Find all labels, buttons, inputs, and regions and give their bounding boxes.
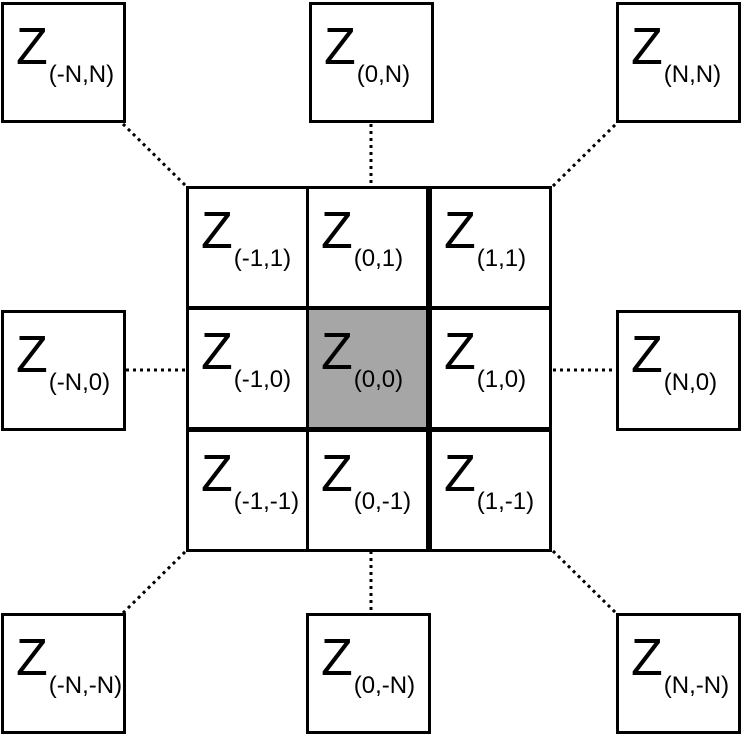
cell-symbol: Z xyxy=(321,202,353,260)
cell-neg-n-0: Z(-N,0) xyxy=(1,310,126,431)
cell-subscript: (-N,0) xyxy=(48,369,111,396)
cell-0-1: Z(0,1) xyxy=(306,186,429,309)
cell-symbol: Z xyxy=(321,629,353,687)
cell-label: Z(0,-1) xyxy=(321,445,411,514)
cell-symbol: Z xyxy=(16,629,48,687)
cell-neg-n-n: Z(-N,N) xyxy=(1,2,126,123)
cell-n-0: Z(N,0) xyxy=(616,310,741,431)
cell-symbol: Z xyxy=(201,323,233,381)
cell-symbol: Z xyxy=(16,18,48,76)
cell-symbol: Z xyxy=(444,323,476,381)
cell-label: Z(N,0) xyxy=(631,326,717,395)
cell-subscript: (0,0) xyxy=(353,366,404,393)
cell-label: Z(0,1) xyxy=(321,202,403,271)
cell-0-0-center: Z(0,0) xyxy=(306,307,429,430)
cell-n-n: Z(N,N) xyxy=(616,2,741,123)
cell-label: Z(-N,-N) xyxy=(16,629,122,698)
cell-0-n: Z(0,N) xyxy=(309,2,434,123)
cell-neg1-0: Z(-1,0) xyxy=(186,307,309,430)
cell-neg1-neg1: Z(-1,-1) xyxy=(186,429,309,552)
cell-label: Z(0,-N) xyxy=(321,629,415,698)
cell-subscript: (0,N) xyxy=(356,61,411,88)
cell-symbol: Z xyxy=(321,323,353,381)
cell-0-neg-n: Z(0,-N) xyxy=(306,613,431,734)
cell-label: Z(N,-N) xyxy=(631,629,729,698)
cell-subscript: (N,N) xyxy=(663,61,722,88)
cell-subscript: (1,-1) xyxy=(476,488,535,515)
cell-subscript: (-1,-1) xyxy=(233,488,300,515)
cell-symbol: Z xyxy=(321,445,353,503)
cell-subscript: (0,-N) xyxy=(353,672,416,699)
cell-label: Z(0,0) xyxy=(321,323,403,392)
cell-symbol: Z xyxy=(444,202,476,260)
cell-1-neg1: Z(1,-1) xyxy=(429,429,552,552)
cell-label: Z(-1,1) xyxy=(201,202,291,271)
connector-top-right xyxy=(551,122,618,188)
cell-subscript: (-1,1) xyxy=(233,245,292,272)
cell-label: Z(-1,0) xyxy=(201,323,291,392)
cell-subscript: (N,0) xyxy=(663,369,718,396)
cell-symbol: Z xyxy=(631,326,663,384)
cell-subscript: (1,0) xyxy=(476,366,527,393)
cell-0-neg1: Z(0,-1) xyxy=(306,429,429,552)
cell-subscript: (-N,-N) xyxy=(48,672,123,699)
cell-symbol: Z xyxy=(16,326,48,384)
cell-symbol: Z xyxy=(201,445,233,503)
cell-subscript: (1,1) xyxy=(476,245,527,272)
cell-neg-n-neg-n: Z(-N,-N) xyxy=(1,613,126,734)
cell-label: Z(-1,-1) xyxy=(201,445,299,514)
cell-subscript: (-1,0) xyxy=(233,366,292,393)
cell-subscript: (0,-1) xyxy=(353,488,412,515)
connector-bottom-right xyxy=(551,549,618,615)
cell-n-neg-n: Z(N,-N) xyxy=(616,613,741,734)
cell-label: Z(-N,0) xyxy=(16,326,110,395)
cell-symbol: Z xyxy=(631,18,663,76)
cell-subscript: (N,-N) xyxy=(663,672,730,699)
cell-label: Z(0,N) xyxy=(324,18,410,87)
cell-1-0: Z(1,0) xyxy=(429,307,552,430)
cell-label: Z(1,-1) xyxy=(444,445,534,514)
cell-symbol: Z xyxy=(631,629,663,687)
cell-subscript: (0,1) xyxy=(353,245,404,272)
cell-symbol: Z xyxy=(201,202,233,260)
cell-symbol: Z xyxy=(324,18,356,76)
cell-label: Z(-N,N) xyxy=(16,18,114,87)
cell-label: Z(1,1) xyxy=(444,202,526,271)
cell-label: Z(1,0) xyxy=(444,323,526,392)
cell-neg1-1: Z(-1,1) xyxy=(186,186,309,309)
cell-symbol: Z xyxy=(444,445,476,503)
connector-bottom-left xyxy=(121,549,188,615)
cell-1-1: Z(1,1) xyxy=(429,186,552,309)
cell-subscript: (-N,N) xyxy=(48,61,115,88)
cell-label: Z(N,N) xyxy=(631,18,721,87)
connector-top-left xyxy=(121,122,188,188)
